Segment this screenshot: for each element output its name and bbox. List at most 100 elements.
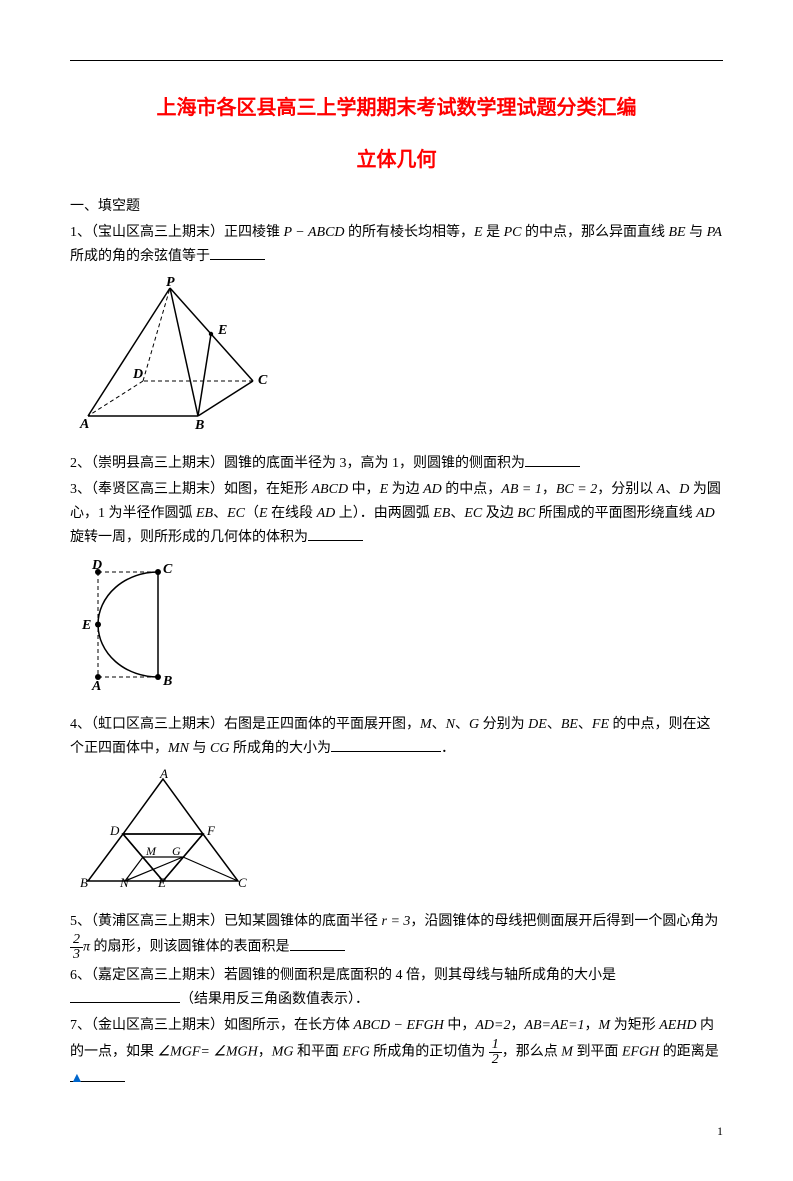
- q1-PC: PC: [504, 225, 522, 240]
- q3-t: 及边: [482, 506, 517, 521]
- question-4: 4、（虹口区高三上期末）右图是正四面体的平面展开图，M、N、G 分别为 DE、B…: [70, 713, 723, 761]
- q2-text: 2、（崇明县高三上期末）圆锥的底面半径为 3，高为 1，则圆锥的侧面积为: [70, 456, 525, 471]
- frac-den: 3: [70, 948, 83, 962]
- svg-text:F: F: [206, 823, 216, 838]
- q3-t: 、: [213, 506, 227, 521]
- q7-t: ，: [258, 1044, 272, 1059]
- figure-3: A D F M G B N E C: [78, 769, 723, 898]
- q1-expr: P − ABCD: [284, 225, 345, 240]
- q7-i: M: [599, 1018, 611, 1033]
- q5-t: 5、（黄浦区高三上期末）已知某圆锥体的底面半径: [70, 914, 382, 929]
- svg-text:C: C: [163, 562, 173, 577]
- q3-t: ，: [542, 482, 556, 497]
- q3-i: EC: [464, 506, 482, 521]
- q3-i: EB: [433, 506, 450, 521]
- q7-blank: ▲: [70, 1067, 125, 1082]
- question-2: 2、（崇明县高三上期末）圆锥的底面半径为 3，高为 1，则圆锥的侧面积为: [70, 452, 723, 476]
- svg-text:C: C: [258, 373, 268, 388]
- svg-text:D: D: [91, 558, 102, 573]
- top-rule: [70, 60, 723, 61]
- q3-t: 、: [665, 482, 679, 497]
- triangle-mark: ▲: [70, 1071, 84, 1086]
- q7-t: ，那么点: [502, 1044, 562, 1059]
- svg-text:G: G: [172, 844, 181, 858]
- q4-t: 与: [189, 741, 210, 756]
- q4-i: FE: [592, 717, 609, 732]
- q4-t: 4、（虹口区高三上期末）右图是正四面体的平面展开图，: [70, 717, 420, 732]
- q7-t: ，: [510, 1018, 524, 1033]
- frac-num: 2: [70, 933, 83, 948]
- q7-t: ，: [585, 1018, 599, 1033]
- q4-blank: [331, 737, 441, 752]
- q7-i: ∠MGF= ∠MGH: [158, 1044, 258, 1059]
- rect-arc-svg: D C E A B: [78, 557, 193, 692]
- q3-i: ABCD: [312, 482, 349, 497]
- q7-i: EFGH: [622, 1044, 659, 1059]
- q1-text: 1、（宝山区高三上期末）正四棱锥: [70, 225, 284, 240]
- question-5: 5、（黄浦区高三上期末）已知某圆锥体的底面半径 r = 3，沿圆锥体的母线把侧面…: [70, 910, 723, 963]
- figure-1: P E D C A B: [78, 276, 723, 440]
- q7-t: 所成角的正切值为: [370, 1044, 489, 1059]
- svg-text:B: B: [80, 875, 88, 889]
- frac-num: 1: [489, 1038, 502, 1053]
- svg-text:M: M: [145, 844, 157, 858]
- q3-blank: [308, 526, 363, 541]
- q3-t: 的中点，: [442, 482, 502, 497]
- q3-i: BC = 2: [556, 482, 597, 497]
- q3-t: 中，: [348, 482, 380, 497]
- q4-t: 所成角的大小为: [229, 741, 331, 756]
- q7-i: EFG: [343, 1044, 370, 1059]
- svg-text:A: A: [91, 679, 101, 692]
- q6-t: （结果用反三角函数值表示）．: [180, 992, 369, 1007]
- question-3: 3、（奉贤区高三上期末）如图，在矩形 ABCD 中，E 为边 AD 的中点，AB…: [70, 478, 723, 549]
- svg-text:B: B: [194, 418, 204, 431]
- q1-text: 的所有棱长均相等，: [345, 225, 475, 240]
- q3-t: 在线段: [268, 506, 317, 521]
- fraction-2-3: 23: [70, 933, 83, 962]
- q3-t: ，分别以: [597, 482, 657, 497]
- q5-t: ，沿圆锥体的母线把侧面展开后得到一个圆心角为: [410, 914, 718, 929]
- q1-text: 是: [483, 225, 504, 240]
- svg-text:E: E: [217, 323, 227, 338]
- q7-i: M: [561, 1044, 573, 1059]
- q1-text: 的中点，那么异面直线: [522, 225, 669, 240]
- q5-pi: π: [83, 940, 90, 955]
- q3-i: EB: [196, 506, 213, 521]
- pyramid-svg: P E D C A B: [78, 276, 288, 431]
- svg-text:N: N: [119, 875, 130, 889]
- q3-i: E: [259, 506, 268, 521]
- q4-i: BE: [561, 717, 578, 732]
- frac-den: 2: [489, 1053, 502, 1067]
- sub-title: 立体几何: [70, 143, 723, 177]
- q7-i: AEHD: [659, 1018, 696, 1033]
- q1-E: E: [474, 225, 483, 240]
- svg-text:E: E: [81, 618, 91, 633]
- q3-i: A: [657, 482, 666, 497]
- svg-text:P: P: [166, 276, 175, 290]
- q5-t: 的扇形，则该圆锥体的表面积是: [90, 940, 290, 955]
- q7-t: 和平面: [294, 1044, 343, 1059]
- q1-PA: PA: [707, 225, 722, 240]
- fraction-1-2: 12: [489, 1038, 502, 1067]
- q5-blank: [290, 936, 345, 951]
- q3-t: 为边: [388, 482, 423, 497]
- q7-t: 中，: [444, 1018, 476, 1033]
- q7-i: MG: [272, 1044, 294, 1059]
- q7-t: 7、（金山区高三上期末）如图所示，在长方体: [70, 1018, 354, 1033]
- q6-blank: [70, 988, 180, 1003]
- q4-i: G: [469, 717, 479, 732]
- q7-i: AD=2: [475, 1018, 510, 1033]
- q7-t: 的距离是: [659, 1044, 719, 1059]
- q1-blank: [210, 245, 265, 260]
- q7-t: 到平面: [573, 1044, 622, 1059]
- q2-blank: [525, 452, 580, 467]
- q6-t: 6、（嘉定区高三上期末）若圆锥的侧面积是底面积的 4 倍，则其母线与轴所成角的大…: [70, 968, 616, 983]
- svg-text:D: D: [132, 367, 143, 382]
- q3-i: EC: [227, 506, 245, 521]
- q1-BE: BE: [669, 225, 686, 240]
- q3-i: AD: [696, 506, 715, 521]
- q1-text: 与: [686, 225, 707, 240]
- q3-i: AD: [423, 482, 442, 497]
- tetra-net-svg: A D F M G B N E C: [78, 769, 253, 889]
- svg-text:A: A: [159, 769, 168, 781]
